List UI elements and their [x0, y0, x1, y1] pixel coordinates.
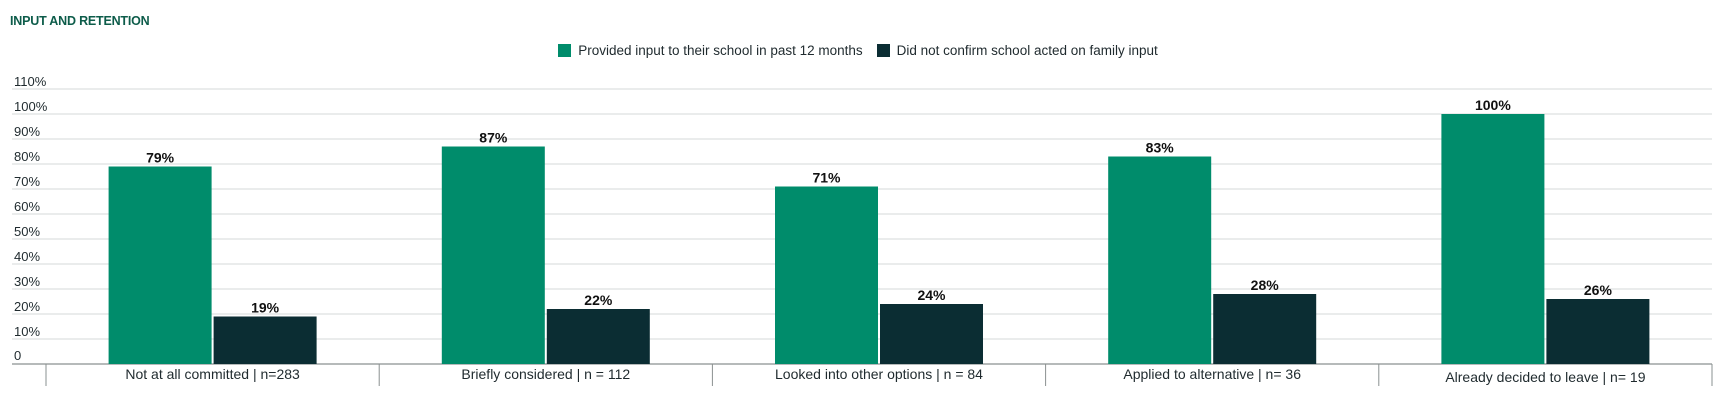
legend-item-not-confirmed: Did not confirm school acted on family i…	[876, 43, 1158, 58]
bar	[108, 166, 212, 364]
bar	[880, 304, 983, 364]
legend-swatch-not-confirmed	[876, 44, 890, 57]
bar-value-label: 24%	[917, 287, 946, 303]
bar-value-label: 83%	[1146, 140, 1175, 156]
y-tick-label: 90%	[14, 124, 40, 139]
bar	[441, 146, 545, 364]
legend-swatch-input	[558, 44, 572, 57]
y-tick-label: 0	[14, 348, 21, 363]
bar	[775, 186, 878, 364]
legend: Provided input to their school in past 1…	[0, 43, 1716, 58]
bar-value-label: 100%	[1475, 97, 1511, 113]
bar	[546, 309, 650, 364]
bar	[1108, 156, 1212, 364]
y-tick-label: 20%	[14, 299, 40, 314]
bar-value-label: 71%	[812, 170, 841, 186]
y-tick-label: 80%	[14, 149, 40, 164]
bar-value-label: 79%	[146, 150, 175, 166]
bar	[1441, 114, 1545, 364]
y-tick-label: 10%	[14, 324, 40, 339]
y-tick-label: 50%	[14, 224, 40, 239]
bar-value-label: 26%	[1584, 282, 1613, 298]
bar-value-label: 22%	[584, 292, 613, 308]
y-tick-label: 100%	[14, 99, 48, 114]
bar-value-label: 19%	[251, 300, 280, 316]
chart-title: INPUT AND RETENTION	[10, 14, 150, 28]
x-category-label: Not at all committed | n=283	[125, 366, 300, 382]
x-category-label: Already decided to leave | n= 19	[1445, 369, 1645, 385]
bar	[213, 316, 317, 364]
y-tick-label: 40%	[14, 249, 40, 264]
bar-value-label: 87%	[479, 130, 508, 146]
y-tick-label: 30%	[14, 274, 40, 289]
y-tick-label: 70%	[14, 174, 40, 189]
legend-item-input: Provided input to their school in past 1…	[558, 43, 863, 58]
legend-label-input: Provided input to their school in past 1…	[578, 43, 863, 58]
bar-value-label: 28%	[1251, 277, 1280, 293]
y-tick-label: 60%	[14, 199, 40, 214]
bar	[1213, 294, 1317, 364]
x-category-label: Applied to alternative | n= 36	[1123, 366, 1301, 382]
bar	[1546, 299, 1650, 364]
legend-label-not-confirmed: Did not confirm school acted on family i…	[896, 43, 1158, 58]
x-category-label: Briefly considered | n = 112	[461, 366, 630, 382]
y-tick-label: 110%	[14, 74, 47, 89]
x-category-label: Looked into other options | n = 84	[775, 366, 983, 382]
